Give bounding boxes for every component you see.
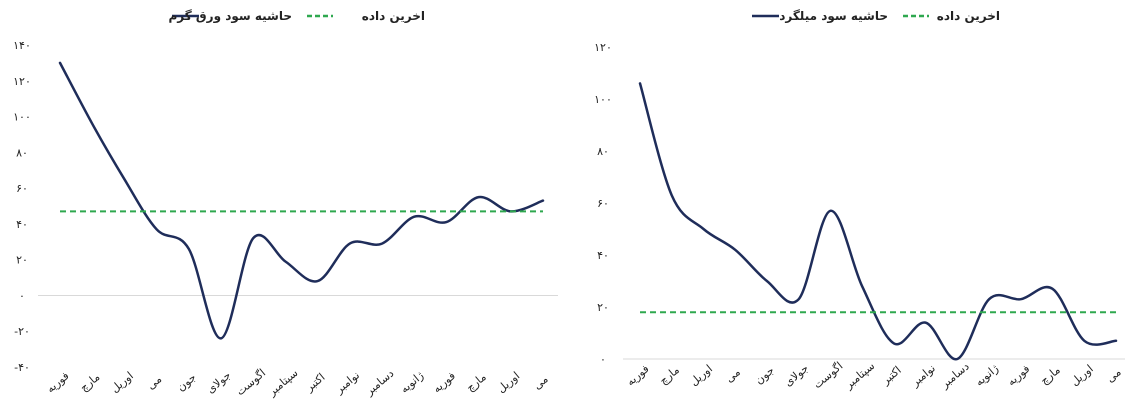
y-tick-label: ۱۴۰ bbox=[13, 39, 31, 52]
y-tick-label: -۲۰ bbox=[14, 325, 30, 338]
x-tick-label: سپتامبر bbox=[265, 366, 301, 399]
x-tick-label: اوریل bbox=[687, 362, 715, 388]
x-tick-label: می bbox=[144, 372, 164, 392]
y-tick-label: ۸۰ bbox=[16, 146, 28, 159]
x-tick-label: اوریل bbox=[1068, 362, 1096, 388]
x-tick-label: می bbox=[723, 365, 743, 385]
legend-label-last-data: اخرین داده bbox=[362, 9, 425, 23]
y-tick-label: ۲۰ bbox=[597, 301, 609, 314]
x-tick-label: می bbox=[531, 372, 551, 392]
x-tick-label: اگوست bbox=[234, 366, 268, 398]
x-tick-label: فوریه bbox=[1005, 362, 1033, 388]
y-tick-label: ۰ bbox=[19, 289, 25, 302]
y-tick-label: ۱۲۰ bbox=[13, 75, 31, 88]
x-tick-label: دسامبر bbox=[938, 360, 972, 392]
x-tick-label: فوریه bbox=[44, 369, 72, 395]
x-tick-label: اگوست bbox=[811, 359, 845, 391]
x-tick-label: جولای bbox=[204, 369, 233, 397]
y-tick-label: ۱۰۰ bbox=[13, 111, 31, 124]
x-tick-label: دسامبر bbox=[362, 367, 396, 399]
y-tick-label: ۸۰ bbox=[597, 145, 609, 158]
y-tick-label: ۴۰ bbox=[16, 218, 28, 231]
x-tick-label: جون bbox=[753, 364, 777, 387]
x-tick-label: مارچ bbox=[77, 370, 102, 394]
x-tick-label: سپتامبر bbox=[842, 359, 878, 392]
x-tick-label: می bbox=[1104, 365, 1124, 385]
legend-label-margin: حاشیه سود میلگرد bbox=[779, 9, 888, 24]
x-tick-label: نوامبر bbox=[332, 369, 362, 397]
x-tick-label: جون bbox=[174, 371, 198, 394]
legend-label-last-data: اخرین داده bbox=[937, 9, 1000, 23]
x-tick-label: مارچ bbox=[464, 370, 489, 394]
x-tick-label: فوریه bbox=[430, 369, 458, 395]
x-tick-label: فوریه bbox=[624, 362, 652, 388]
y-tick-label: ۱۰۰ bbox=[594, 93, 612, 106]
y-tick-label: ۰ bbox=[600, 353, 606, 366]
series-line-margin bbox=[58, 61, 545, 340]
x-tick-label: اوریل bbox=[495, 369, 523, 395]
y-tick-label: ۴۰ bbox=[597, 249, 609, 262]
x-tick-label: مارچ bbox=[657, 363, 682, 387]
y-tick-label: ۶۰ bbox=[597, 197, 609, 210]
x-tick-label: نوامبر bbox=[908, 362, 938, 390]
x-tick-label: اکتبر bbox=[879, 364, 904, 388]
x-tick-label: ژانویه bbox=[398, 369, 426, 396]
x-tick-label: اکتبر bbox=[302, 371, 327, 395]
y-tick-label: ۱۲۰ bbox=[594, 41, 612, 54]
x-tick-label: جولای bbox=[782, 362, 811, 390]
x-tick-label: اوریل bbox=[108, 369, 136, 395]
y-tick-label: -۴۰ bbox=[14, 361, 30, 374]
y-tick-label: ۲۰ bbox=[16, 254, 28, 267]
x-tick-label: مارچ bbox=[1038, 363, 1063, 387]
series-line-margin bbox=[638, 82, 1118, 361]
legend-label-margin: حاشیه سود ورق گرم bbox=[169, 9, 292, 24]
x-tick-label: ژانویه bbox=[973, 362, 1001, 389]
y-tick-label: ۶۰ bbox=[16, 182, 28, 195]
